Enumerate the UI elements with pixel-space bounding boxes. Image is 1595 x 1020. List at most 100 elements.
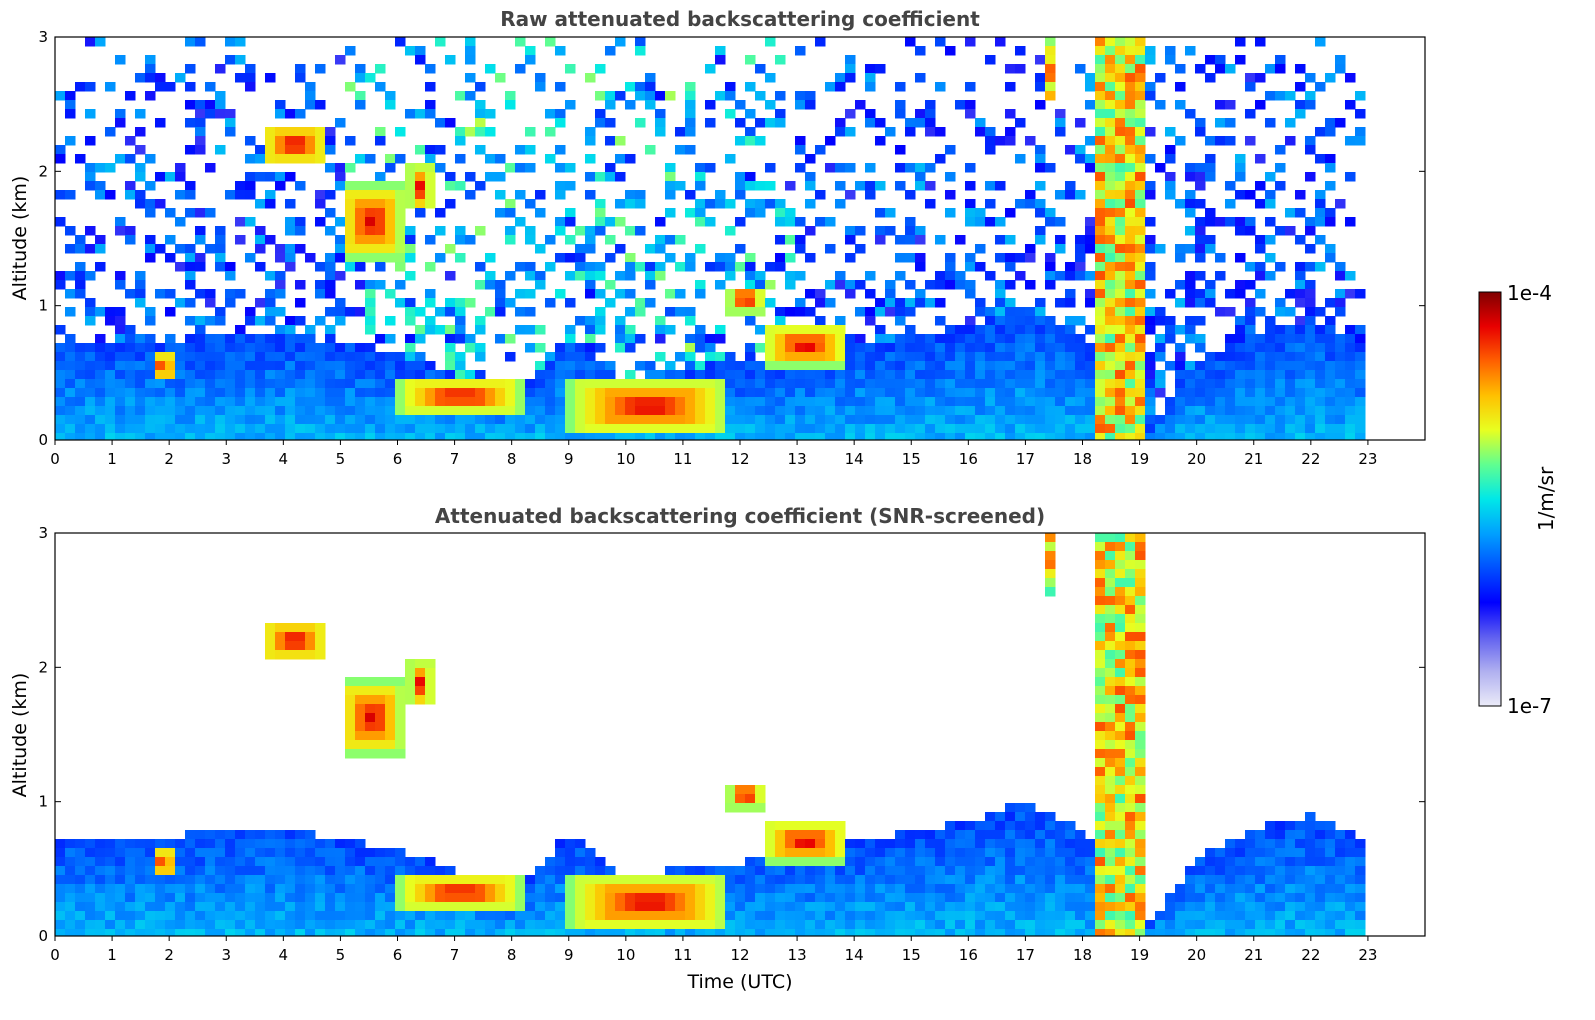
heatmap-cell — [785, 253, 796, 263]
heatmap-cell — [925, 370, 936, 380]
heatmap-cell — [1355, 929, 1366, 936]
heatmap-cell — [1285, 866, 1296, 876]
heatmap-cell — [375, 848, 386, 858]
heatmap-cell — [1225, 424, 1236, 434]
heatmap-cell — [625, 226, 636, 236]
heatmap-cell — [55, 361, 66, 371]
heatmap-cell — [675, 127, 686, 137]
heatmap-cell — [275, 839, 286, 849]
heatmap-cell — [1105, 352, 1116, 362]
heatmap-cell — [955, 388, 966, 398]
heatmap-cell — [1165, 127, 1176, 137]
heatmap-cell — [1255, 271, 1266, 281]
heatmap-cell — [805, 848, 816, 858]
heatmap-cell — [675, 370, 686, 380]
heatmap-cell — [945, 433, 956, 440]
heatmap-cell — [1195, 199, 1206, 209]
heatmap-cell — [275, 181, 286, 191]
heatmap-cell — [985, 866, 996, 876]
heatmap-cell — [925, 127, 936, 137]
heatmap-cell — [145, 307, 156, 317]
heatmap-cell — [435, 145, 446, 155]
heatmap-cell — [1195, 118, 1206, 128]
heatmap-cell — [85, 343, 96, 353]
heatmap-cell — [585, 154, 596, 164]
heatmap-cell — [1215, 388, 1226, 398]
y-tick-label: 3 — [38, 28, 48, 46]
y-axis-label: Altitude (km) — [9, 176, 31, 301]
heatmap-cell — [375, 704, 386, 714]
heatmap-cell — [845, 866, 856, 876]
heatmap-cell — [175, 361, 186, 371]
heatmap-cell — [845, 280, 856, 290]
heatmap-cell — [1205, 875, 1216, 885]
heatmap-cell — [705, 424, 716, 434]
heatmap-cell — [895, 388, 906, 398]
heatmap-cell — [855, 226, 866, 236]
heatmap-cell — [715, 893, 726, 903]
heatmap-cell — [555, 839, 566, 849]
heatmap-cell — [195, 893, 206, 903]
heatmap-cell — [295, 280, 306, 290]
heatmap-cell — [765, 361, 776, 371]
heatmap-cell — [1235, 848, 1246, 858]
heatmap-cell — [985, 857, 996, 867]
heatmap-cell — [935, 271, 946, 281]
heatmap-cell — [665, 866, 676, 876]
heatmap-cell — [425, 866, 436, 876]
heatmap-cell — [395, 370, 406, 380]
heatmap-cell — [1035, 298, 1046, 308]
heatmap-cell — [485, 893, 496, 903]
heatmap-cell — [425, 361, 436, 371]
heatmap-cell — [965, 82, 976, 92]
heatmap-cell — [825, 280, 836, 290]
heatmap-cell — [395, 433, 406, 440]
heatmap-cell — [585, 388, 596, 398]
heatmap-cell — [1325, 118, 1336, 128]
heatmap-cell — [1125, 866, 1136, 876]
heatmap-cell — [1315, 352, 1326, 362]
heatmap-cell — [1115, 361, 1126, 371]
heatmap-cell — [965, 37, 976, 47]
heatmap-cell — [435, 37, 446, 47]
heatmap-cell — [1325, 406, 1336, 416]
heatmap-cell — [865, 911, 876, 921]
heatmap-cell — [205, 316, 216, 326]
heatmap-cell — [725, 911, 736, 921]
heatmap-cell — [305, 91, 316, 101]
heatmap-cell — [1145, 190, 1156, 200]
heatmap-cell — [825, 424, 836, 434]
heatmap-cell — [855, 307, 866, 317]
heatmap-cell — [1265, 64, 1276, 74]
heatmap-cell — [1215, 118, 1226, 128]
heatmap-cell — [735, 298, 746, 308]
heatmap-cell — [55, 920, 66, 930]
heatmap-cell — [1175, 100, 1186, 110]
heatmap-cell — [1205, 433, 1216, 440]
heatmap-cell — [795, 893, 806, 903]
heatmap-cell — [285, 830, 296, 840]
x-tick-label: 21 — [1244, 946, 1263, 964]
heatmap-cell — [1125, 740, 1136, 750]
heatmap-cell — [395, 920, 406, 930]
heatmap-cell — [345, 893, 356, 903]
heatmap-cell — [765, 866, 776, 876]
heatmap-cell — [1255, 920, 1266, 930]
heatmap-cell — [1275, 920, 1286, 930]
heatmap-cell — [405, 415, 416, 425]
heatmap-cell — [845, 334, 856, 344]
heatmap-cell — [1265, 316, 1276, 326]
heatmap-cell — [515, 388, 526, 398]
heatmap-cell — [425, 235, 436, 245]
heatmap-cell — [945, 190, 956, 200]
heatmap-cell — [685, 118, 696, 128]
heatmap-cell — [1105, 253, 1116, 263]
heatmap-cell — [1205, 208, 1216, 218]
heatmap-cell — [115, 343, 126, 353]
heatmap-cell — [365, 397, 376, 407]
heatmap-cell — [615, 316, 626, 326]
heatmap-cell — [155, 866, 166, 876]
heatmap-cell — [1105, 325, 1116, 335]
heatmap-cell — [515, 379, 526, 389]
